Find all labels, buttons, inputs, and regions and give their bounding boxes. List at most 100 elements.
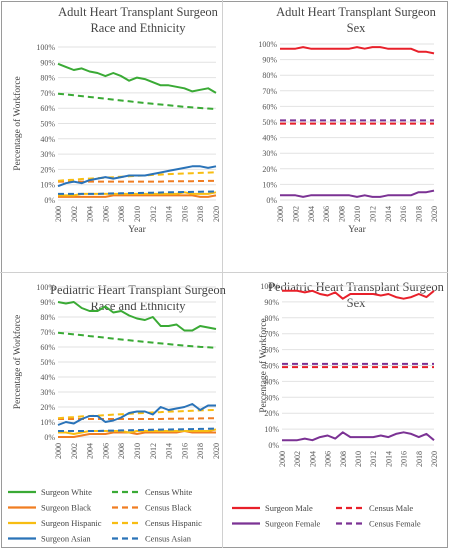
y-tick-label: 80% xyxy=(40,313,55,322)
chart-subtitle: Sex xyxy=(347,296,367,310)
series-line-cw xyxy=(57,92,217,110)
series-line-sf xyxy=(280,189,435,198)
y-tick-label: 0% xyxy=(44,433,55,442)
x-tick-label: 2018 xyxy=(196,206,205,222)
y-tick-label: 100% xyxy=(258,40,277,49)
y-tick-label: 10% xyxy=(40,181,55,190)
legend-label: Surgeon Female xyxy=(265,519,321,529)
y-tick-label: 90% xyxy=(40,58,55,67)
series-line-ca xyxy=(58,427,217,432)
y-tick-label: 80% xyxy=(262,71,277,80)
legend-label: Surgeon Black xyxy=(41,503,92,513)
series-line-sw xyxy=(57,62,217,94)
legend-label: Surgeon Male xyxy=(265,503,313,513)
x-tick-label: 2000 xyxy=(278,451,287,467)
y-tick-label: 80% xyxy=(264,314,279,323)
y-tick-label: 60% xyxy=(40,104,55,113)
y-tick-label: 50% xyxy=(40,120,55,129)
y-tick-label: 50% xyxy=(262,118,277,127)
y-tick-label: 20% xyxy=(40,165,55,174)
y-tick-label: 30% xyxy=(262,149,277,158)
x-tick-label: 2014 xyxy=(384,206,393,222)
y-tick-label: 10% xyxy=(264,425,279,434)
x-axis-label: Year xyxy=(128,225,146,235)
x-tick-label: 2020 xyxy=(430,206,439,222)
y-tick-label: 0% xyxy=(268,441,279,450)
x-tick-label: 2010 xyxy=(353,206,362,222)
y-tick-label: 60% xyxy=(264,346,279,355)
x-tick-label: 2010 xyxy=(354,451,363,467)
series-line-cb xyxy=(58,417,216,420)
series-line-sh xyxy=(58,191,217,197)
series-line-sm xyxy=(280,46,435,55)
x-tick-label: 2010 xyxy=(133,206,142,222)
x-tick-label: 2002 xyxy=(70,206,79,222)
y-tick-label: 90% xyxy=(264,298,279,307)
x-tick-label: 2012 xyxy=(368,206,377,222)
y-tick-label: 0% xyxy=(266,196,277,205)
legend-label: Census White xyxy=(145,487,193,497)
x-tick-label: 2018 xyxy=(415,206,424,222)
chart-title: Pediatric Heart Transplant Surgeon xyxy=(50,283,227,297)
x-tick-label: 2016 xyxy=(399,206,408,222)
series-line-cb xyxy=(58,179,216,183)
x-tick-label: 2008 xyxy=(117,443,126,459)
x-tick-label: 2014 xyxy=(384,451,393,467)
x-tick-label: 2014 xyxy=(165,206,174,222)
vertical-divider xyxy=(222,0,223,548)
y-axis-label: Percentage of Workforce xyxy=(12,76,23,171)
y-axis-label: Percentage of Workforce xyxy=(12,315,23,410)
y-tick-label: 70% xyxy=(262,87,277,96)
x-tick-label: 2020 xyxy=(212,206,221,222)
x-tick-label: 2008 xyxy=(338,206,347,222)
y-tick-label: 20% xyxy=(262,165,277,174)
legend-label: Census Female xyxy=(369,519,421,529)
x-tick-label: 2002 xyxy=(70,443,79,459)
x-tick-label: 2004 xyxy=(308,451,317,467)
chart-adult-sex: Adult Heart Transplant Surgeon Sex 0% 10% 20… xyxy=(258,5,439,235)
y-tick-label: 90% xyxy=(40,298,55,307)
y-tick-label: 70% xyxy=(264,330,279,339)
x-tick-label: 2018 xyxy=(415,451,424,467)
y-tick-label: 40% xyxy=(264,377,279,386)
y-tick-label: 70% xyxy=(40,328,55,337)
legend-label: Census Male xyxy=(369,503,413,513)
y-tick-label: 70% xyxy=(40,89,55,98)
chart-subtitle: Sex xyxy=(347,21,367,35)
series-line-sw xyxy=(57,301,217,332)
series-line-ca xyxy=(58,190,217,195)
x-tick-label: 2016 xyxy=(180,206,189,222)
x-tick-label: 2008 xyxy=(339,451,348,467)
y-tick-label: 20% xyxy=(40,403,55,412)
x-tick-label: 2006 xyxy=(324,451,333,467)
legend-label: Surgeon Asian xyxy=(41,534,91,544)
y-tick-label: 60% xyxy=(40,343,55,352)
series-line-sf xyxy=(282,431,435,442)
y-tick-label: 10% xyxy=(40,418,55,427)
y-tick-label: 40% xyxy=(40,135,55,144)
x-tick-label: 2008 xyxy=(117,206,126,222)
x-tick-label: 2012 xyxy=(369,451,378,467)
x-tick-label: 2012 xyxy=(149,443,158,459)
x-tick-label: 2012 xyxy=(149,206,158,222)
x-tick-label: 2014 xyxy=(165,443,174,459)
series-line-sh xyxy=(58,428,217,435)
y-tick-label: 40% xyxy=(40,373,55,382)
y-tick-label: 30% xyxy=(264,393,279,402)
x-axis-label: Year xyxy=(348,225,366,235)
legend-label: Census Asian xyxy=(145,534,192,544)
x-tick-label: 2004 xyxy=(307,206,316,222)
y-tick-label: 100% xyxy=(36,43,55,52)
x-tick-label: 2000 xyxy=(54,206,63,222)
x-tick-label: 2018 xyxy=(196,443,205,459)
y-tick-label: 0% xyxy=(44,196,55,205)
legend-race: Surgeon White Census White Surgeon Black Ce… xyxy=(8,487,202,544)
y-tick-label: 80% xyxy=(40,74,55,83)
x-tick-label: 2000 xyxy=(276,206,285,222)
x-tick-label: 2006 xyxy=(101,443,110,459)
chart-title: Adult Heart Transplant Surgeon xyxy=(276,5,437,19)
y-tick-label: 50% xyxy=(264,362,279,371)
horizontal-divider xyxy=(0,272,448,273)
